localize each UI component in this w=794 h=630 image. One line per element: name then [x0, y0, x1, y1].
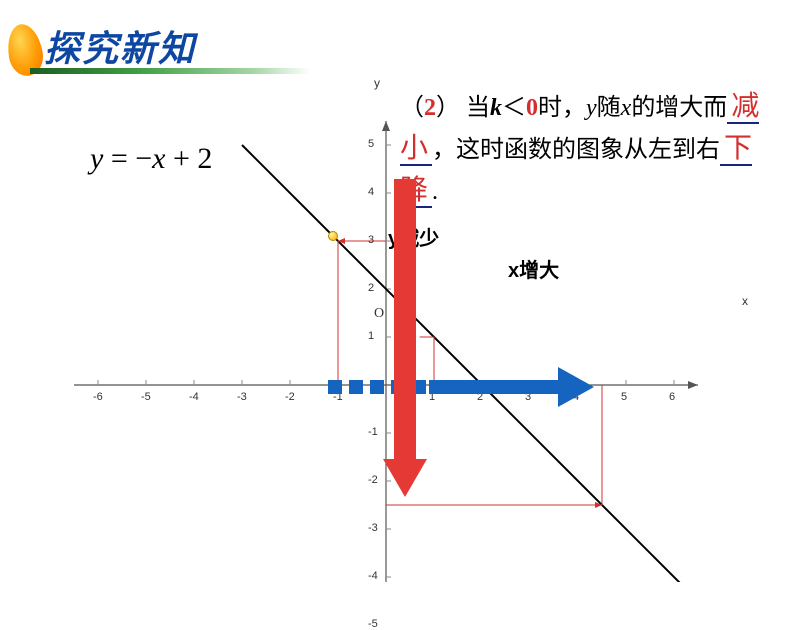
- x-tick-label: 6: [669, 391, 675, 403]
- blue-dash: [328, 380, 342, 394]
- y-tick-label: 3: [368, 234, 374, 246]
- y-tick-label: -1: [368, 426, 378, 438]
- y-tick-label: -3: [368, 522, 378, 534]
- y-decrease-arrow: [394, 179, 416, 461]
- x-tick-label: -2: [285, 391, 295, 403]
- x-increase-arrow: [429, 380, 559, 394]
- marker-point-icon: [328, 231, 338, 241]
- y-tick-label: -4: [368, 570, 378, 582]
- x-tick-label: -6: [93, 391, 103, 403]
- blue-dash: [370, 380, 384, 394]
- x-tick-label: 5: [621, 391, 627, 403]
- y-tick-label: -5: [368, 618, 378, 630]
- x-increase-label: x增大: [508, 254, 559, 283]
- y-decrease-arrow-head: [383, 459, 427, 497]
- y-tick-label: 1: [368, 330, 374, 342]
- y-tick-label: 2: [368, 282, 374, 294]
- x-increase-arrow-head: [558, 367, 594, 407]
- origin-label: O: [374, 306, 384, 322]
- x-tick-label: -3: [237, 391, 247, 403]
- y-tick-label: 5: [368, 138, 374, 150]
- y-tick-label: 4: [368, 186, 374, 198]
- y-axis-title: y: [374, 76, 380, 90]
- x-tick-label: -4: [189, 391, 199, 403]
- page-title: 探究新知: [44, 20, 196, 72]
- x-axis-title: x: [742, 294, 748, 308]
- title-underline: [30, 68, 310, 74]
- y-tick-label: -2: [368, 474, 378, 486]
- blue-dash: [349, 380, 363, 394]
- x-tick-label: -5: [141, 391, 151, 403]
- chart: -6-5-4-3-2-112345654321-1-2-3-4-5 y x O …: [40, 82, 760, 582]
